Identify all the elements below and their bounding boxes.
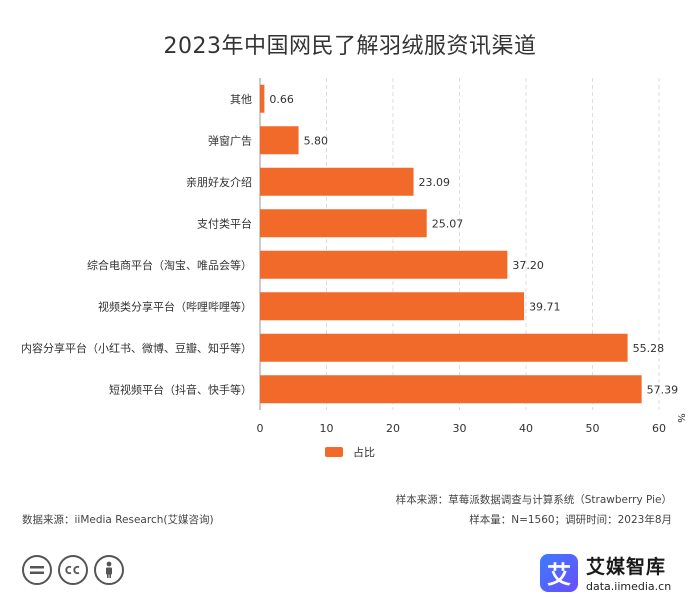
data-label: 5.80 <box>304 134 329 147</box>
x-axis-unit: % <box>675 413 686 423</box>
bar <box>260 375 642 404</box>
data-label: 25.07 <box>432 217 464 230</box>
legend-swatch <box>325 447 343 457</box>
bar-chart: 0 10 20 30 40 50 60% 其他 0.66 弹窗广告 5.80 亲朋好友介绍 23.09 支… <box>21 78 686 435</box>
chart-title: 2023年中国网民了解羽绒服资讯渠道 <box>163 34 537 59</box>
person-icon <box>94 555 124 585</box>
category-label: 其他 <box>230 93 252 106</box>
bar <box>260 167 414 196</box>
legend: 占比 <box>325 444 375 460</box>
category-label: 弹窗广告 <box>208 133 252 147</box>
data-label: 0.66 <box>269 93 294 106</box>
category-label: 视频类分享平台（哔哩哔哩等） <box>98 299 252 313</box>
equal-icon <box>22 555 52 585</box>
data-label: 23.09 <box>419 176 451 189</box>
license-icons <box>22 555 124 585</box>
cc-icon <box>58 555 88 585</box>
x-tick-label: 60 <box>652 422 666 435</box>
bar <box>260 292 525 321</box>
data-label: 55.28 <box>633 342 665 355</box>
category-label: 内容分享平台（小红书、微博、豆瓣、知乎等） <box>21 341 252 355</box>
x-tick-label: 20 <box>386 422 400 435</box>
data-source: 数据来源：iiMedia Research(艾媒咨询) <box>22 514 214 526</box>
brand-logo: 艾 艾媒智库 data.iimedia.cn <box>540 552 671 593</box>
category-label: 亲朋好友介绍 <box>186 175 252 189</box>
x-tick-label: 0 <box>257 422 264 435</box>
bar <box>260 333 628 362</box>
bar <box>260 126 299 155</box>
category-label: 综合电商平台（淘宝、唯品会等） <box>87 258 252 272</box>
bar <box>260 250 508 279</box>
x-tick-label: 30 <box>453 422 467 435</box>
sample-source: 样本来源：草莓派数据调查与计算系统（Strawberry Pie） <box>395 494 672 506</box>
data-label: 57.39 <box>647 383 679 396</box>
x-tick-label: 10 <box>320 422 334 435</box>
category-label: 短视频平台（抖音、快手等） <box>109 382 252 396</box>
brand-name: 艾媒智库 <box>586 556 667 578</box>
data-label: 39.71 <box>529 300 561 313</box>
x-tick-label: 50 <box>586 422 600 435</box>
brand-url: data.iimedia.cn <box>586 580 672 593</box>
x-tick-label: 40 <box>519 422 533 435</box>
sample-size: 样本量：N=1560；调研时间：2023年8月 <box>469 514 672 526</box>
bar <box>260 84 265 113</box>
data-label: 37.20 <box>512 259 544 272</box>
bar <box>260 209 427 238</box>
brand-mark: 艾 <box>540 553 578 592</box>
category-label: 支付类平台 <box>197 216 252 230</box>
legend-label: 占比 <box>353 446 375 459</box>
